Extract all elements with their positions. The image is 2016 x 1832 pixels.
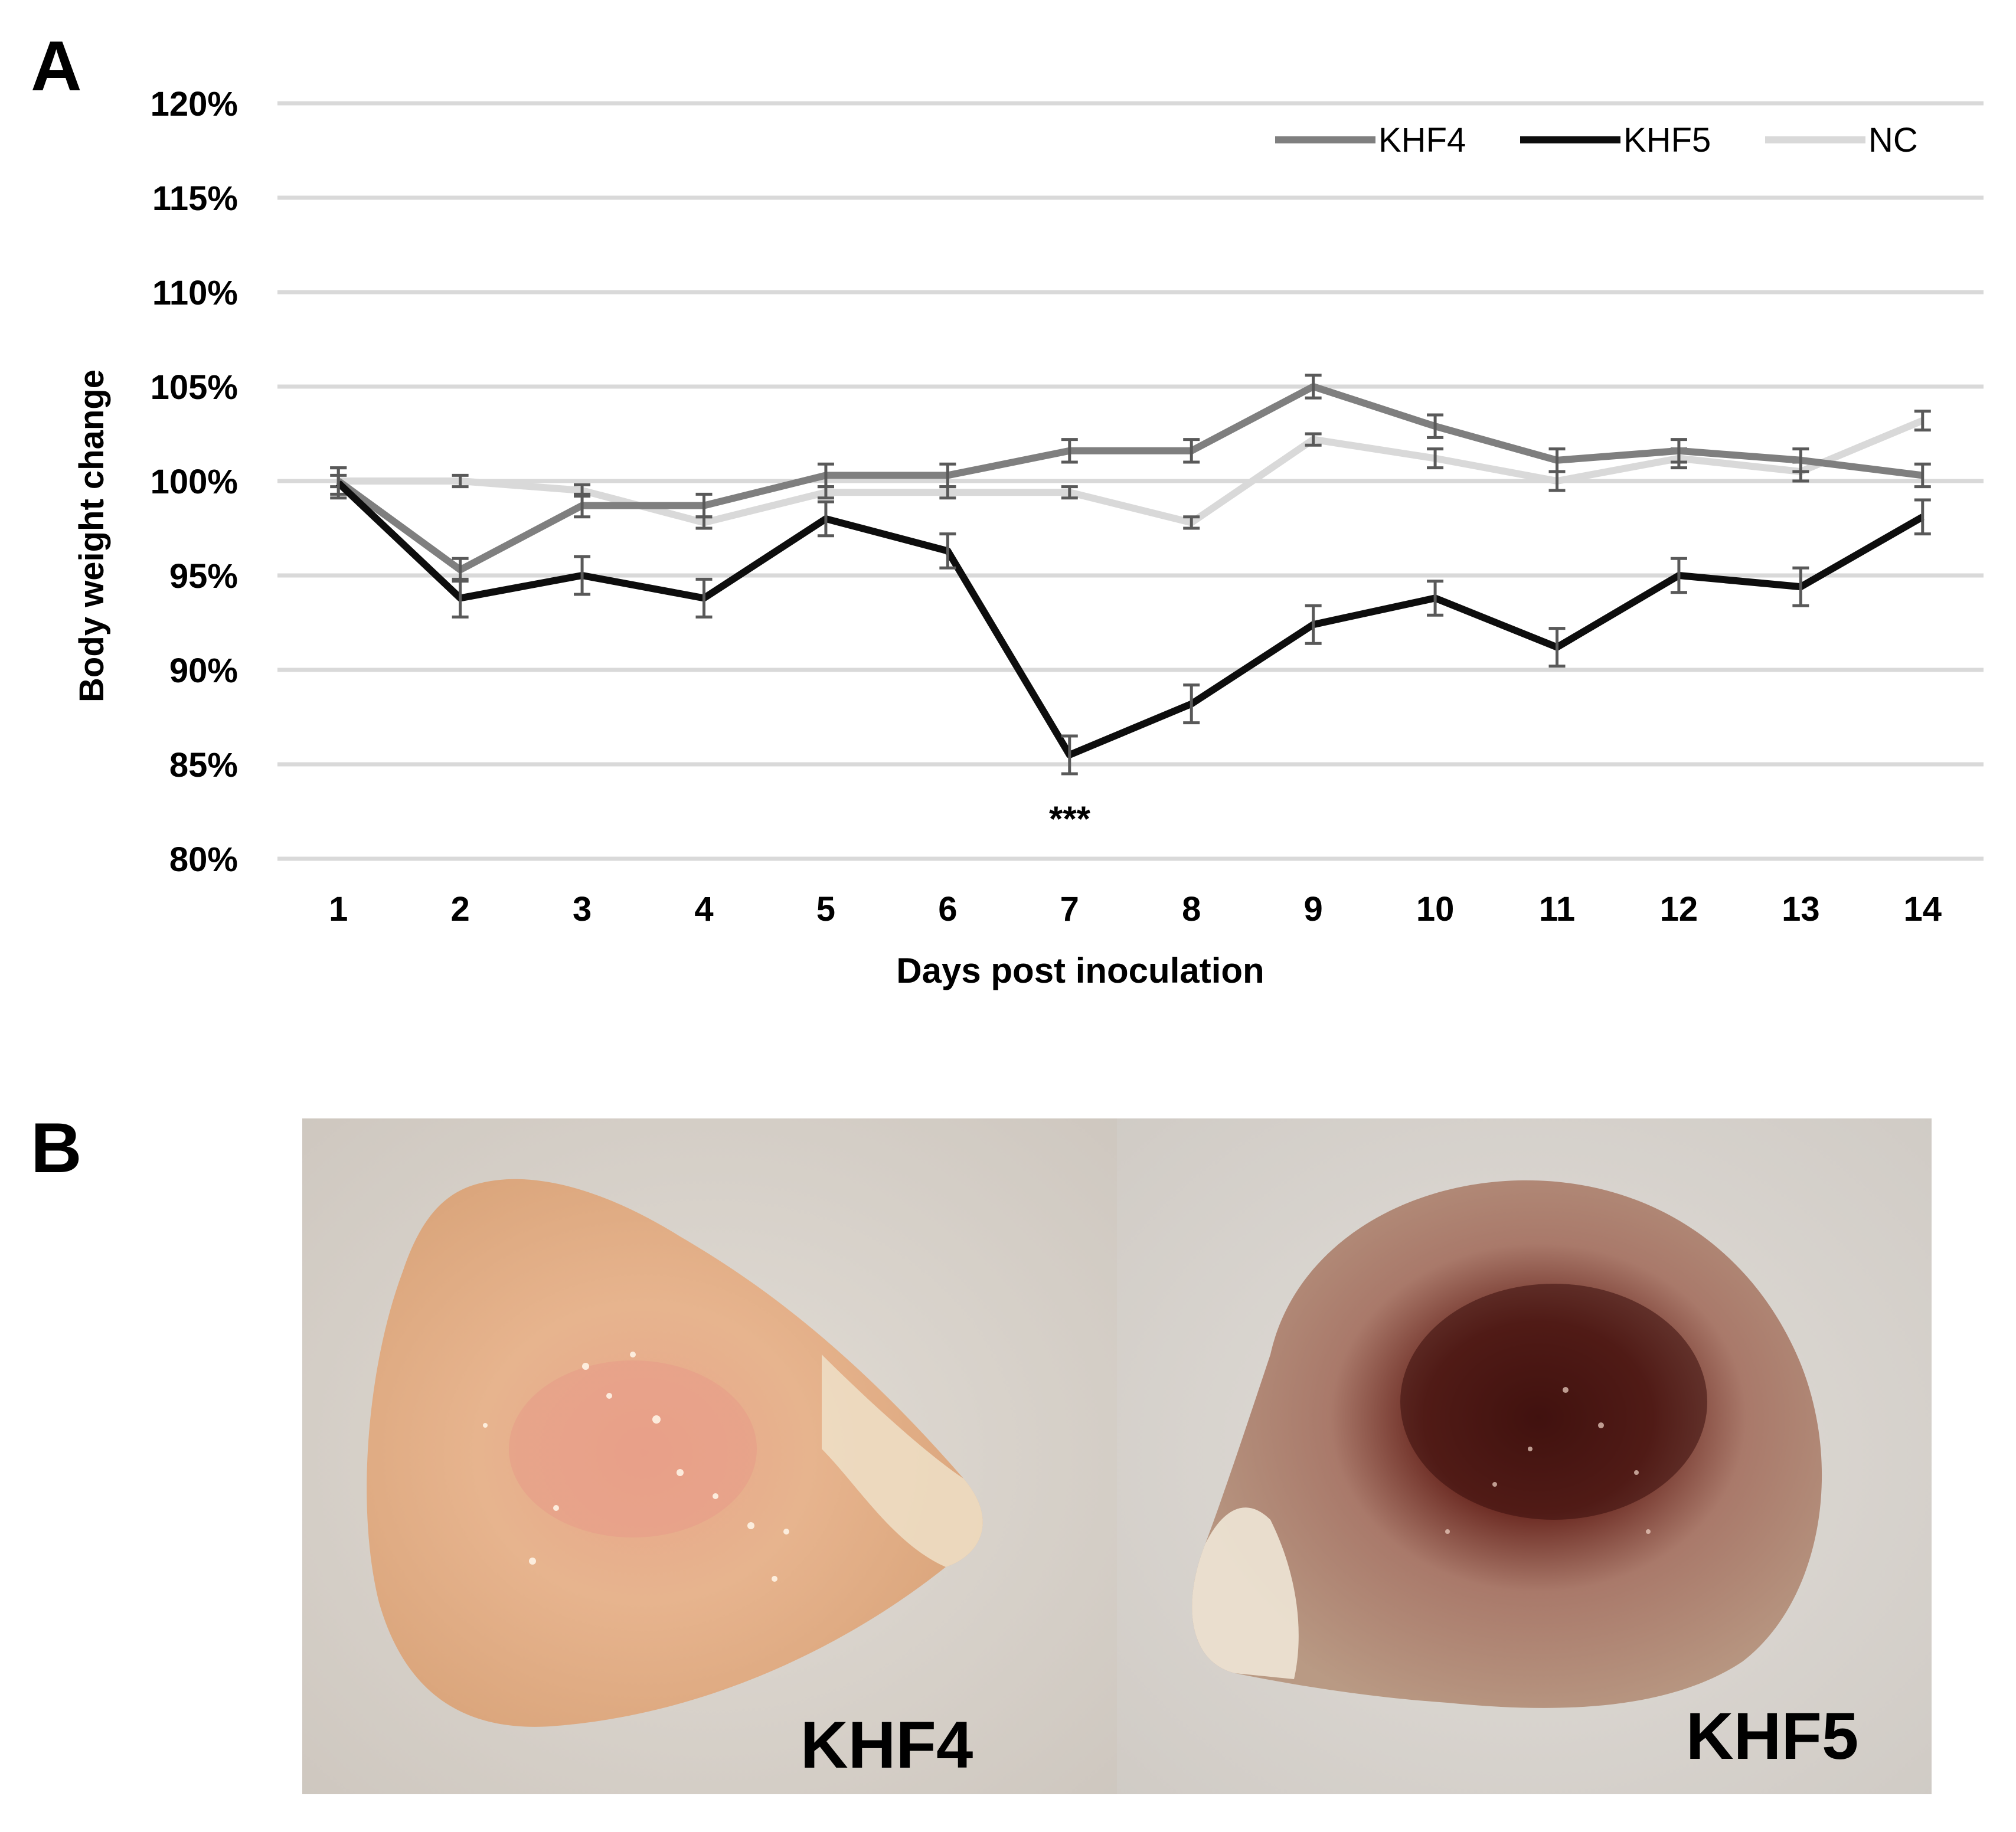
error-bar <box>1914 462 1931 489</box>
y-tick-label: 80% <box>169 840 238 879</box>
x-axis-ticks: 1 2 3 4 5 6 7 8 9 10 11 12 13 14 <box>329 890 1942 928</box>
error-bar <box>1548 627 1566 668</box>
error-bar <box>452 577 469 619</box>
panel-label-a: A <box>31 27 82 106</box>
y-tick-label: 95% <box>169 557 238 596</box>
series-line <box>338 417 1924 526</box>
series-line <box>336 383 1923 574</box>
panel-label-b: B <box>31 1108 82 1187</box>
photo-khf4: KHF4 <box>302 1118 1117 1794</box>
x-tick-label: 11 <box>1539 890 1575 928</box>
legend-label: KHF5 <box>1623 121 1711 159</box>
error-bar <box>1670 438 1687 464</box>
error-bar <box>1427 447 1444 470</box>
error-bar <box>1183 683 1200 725</box>
series-khf5 <box>330 466 1931 776</box>
error-bar <box>1427 413 1444 439</box>
error-bar <box>1670 557 1687 594</box>
significance-annotation: *** <box>1049 799 1091 839</box>
y-tick-label: 100% <box>151 463 238 501</box>
legend-item-khf4: KHF4 <box>1275 121 1466 159</box>
error-bar <box>1183 515 1200 530</box>
x-tick-label: 5 <box>816 890 835 928</box>
error-bar <box>1305 432 1322 447</box>
x-tick-label: 3 <box>573 890 592 928</box>
x-tick-label: 13 <box>1782 890 1820 928</box>
error-bar <box>1305 604 1322 645</box>
y-tick-label: 90% <box>169 652 238 690</box>
y-axis-label: Body weight change <box>73 369 111 702</box>
error-bar <box>1914 498 1931 536</box>
x-tick-label: 8 <box>1182 890 1201 928</box>
x-tick-label: 7 <box>1060 890 1079 928</box>
y-tick-label: 110% <box>152 274 238 312</box>
y-axis-ticks: 80% 85% 90% 95% 100% 105% 110% 115% 120% <box>151 85 238 879</box>
error-bar <box>452 473 469 489</box>
error-bar <box>330 466 347 500</box>
error-bar <box>1792 447 1809 473</box>
x-tick-label: 2 <box>451 890 470 928</box>
error-bar <box>1305 374 1322 400</box>
y-tick-label: 85% <box>169 746 238 784</box>
error-bar <box>1061 438 1078 464</box>
x-tick-label: 4 <box>694 890 713 928</box>
khf5-tissue-image: KHF5 <box>1117 1118 1932 1794</box>
error-bar <box>939 462 956 489</box>
x-tick-label: 12 <box>1660 890 1698 928</box>
error-bar <box>817 462 834 489</box>
error-bar <box>1183 438 1200 464</box>
error-bar <box>695 492 713 519</box>
error-bar <box>574 492 591 519</box>
error-bar <box>939 532 956 570</box>
error-bar <box>1548 447 1566 473</box>
legend-label: KHF4 <box>1378 121 1466 159</box>
x-axis-label: Days post inoculation <box>896 951 1264 990</box>
legend-item-nc: NC <box>1765 121 1918 159</box>
error-bar <box>1427 580 1444 617</box>
x-tick-label: 6 <box>938 890 957 928</box>
error-bar <box>817 500 834 538</box>
x-tick-label: 14 <box>1904 890 1942 928</box>
legend-label: NC <box>1868 121 1918 159</box>
khf4-tissue-image: KHF4 <box>302 1118 1117 1794</box>
y-tick-label: 105% <box>151 368 238 407</box>
error-bar <box>574 555 591 596</box>
y-tick-label: 120% <box>151 85 238 123</box>
legend-item-khf5: KHF5 <box>1520 121 1711 159</box>
y-tick-label: 115% <box>152 179 238 218</box>
photo-label-khf4: KHF4 <box>800 1708 973 1782</box>
photo-khf5: KHF5 <box>1117 1118 1932 1794</box>
series-line <box>336 480 1924 758</box>
legend: KHF4 KHF5 NC <box>1275 121 1918 159</box>
series-khf4 <box>330 374 1931 583</box>
x-tick-label: 10 <box>1416 890 1455 928</box>
gridlines <box>277 101 1984 861</box>
x-tick-label: 1 <box>329 890 348 928</box>
error-bar <box>695 577 713 619</box>
series <box>330 374 1931 776</box>
photo-label-khf5: KHF5 <box>1686 1699 1858 1773</box>
error-bar <box>1792 566 1809 607</box>
error-bar <box>1914 410 1931 432</box>
error-bar <box>1061 734 1078 776</box>
x-tick-label: 9 <box>1304 890 1323 928</box>
error-bar <box>1061 485 1078 500</box>
